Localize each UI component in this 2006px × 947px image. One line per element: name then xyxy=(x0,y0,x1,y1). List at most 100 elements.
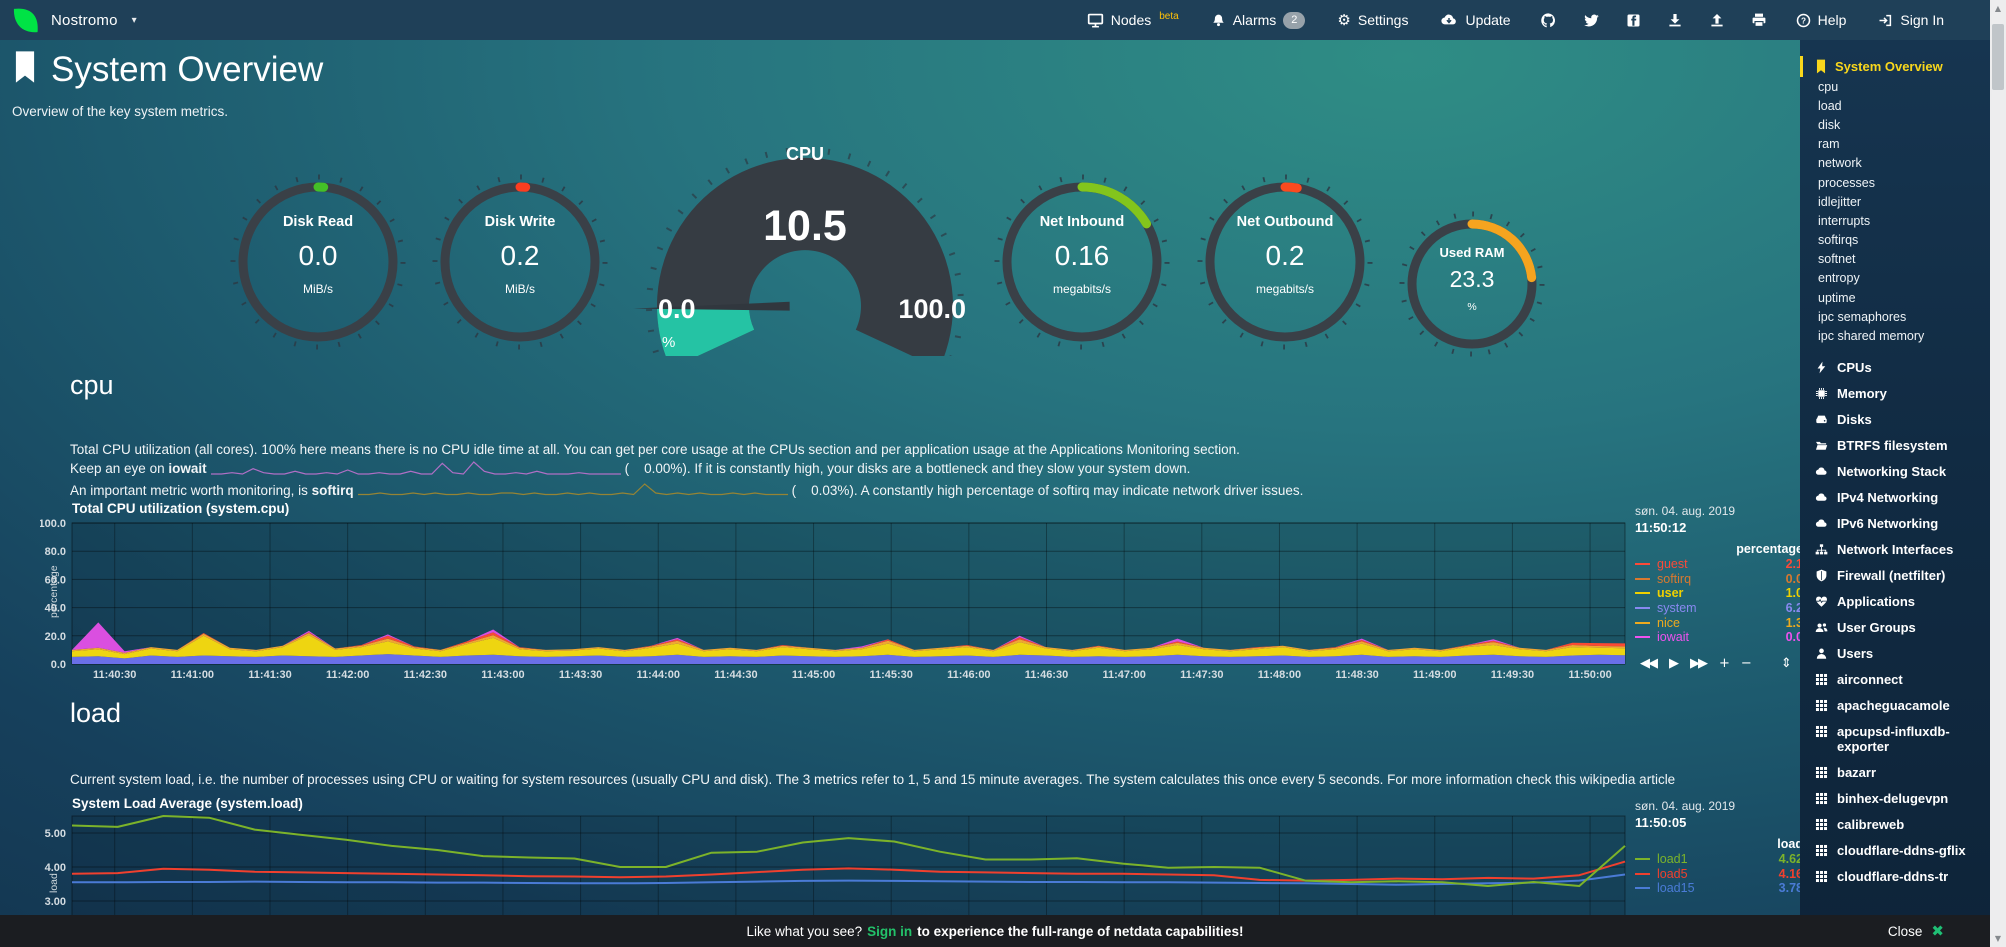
svg-text:11:44:00: 11:44:00 xyxy=(637,669,680,681)
sidebar-item-users[interactable]: Users xyxy=(1800,641,1990,667)
legend-item-softirq[interactable]: softirq 0.0 xyxy=(1635,572,1803,587)
update-button[interactable]: Update xyxy=(1424,12,1526,28)
twitter-icon[interactable] xyxy=(1570,12,1613,29)
grid-icon xyxy=(1815,699,1828,712)
chevron-down-icon[interactable]: ▾ xyxy=(131,14,137,26)
sidebar-item-cloudflare-ddns-gflix[interactable]: cloudflare-ddns-gflix xyxy=(1800,838,1990,864)
sidebar-item-cloudflare-ddns-tr[interactable]: cloudflare-ddns-tr xyxy=(1800,864,1990,890)
gauge-disk-read[interactable]: Disk Read 0.0 MiB/s xyxy=(228,172,408,352)
legend-item-load15[interactable]: load15 3.78 xyxy=(1635,881,1803,896)
sidebar-item-airconnect[interactable]: airconnect xyxy=(1800,667,1990,693)
gauge-net-inbound[interactable]: Net Inbound 0.16 megabits/s xyxy=(992,172,1172,352)
sidebar-item-entropy[interactable]: entropy xyxy=(1818,271,1860,286)
svg-text:20.0: 20.0 xyxy=(45,631,66,643)
help-button[interactable]: Help xyxy=(1780,12,1863,28)
folder-icon xyxy=(1815,439,1828,452)
sidebar-item-calibreweb[interactable]: calibreweb xyxy=(1800,812,1990,838)
facebook-icon[interactable] xyxy=(1613,13,1654,28)
nodes-button[interactable]: Nodes beta xyxy=(1071,11,1195,29)
sidebar-item-btrfs-filesystem[interactable]: BTRFS filesystem xyxy=(1800,433,1990,459)
sidebar-item-network[interactable]: network xyxy=(1818,156,1862,171)
legend-item-user[interactable]: user 1.0 xyxy=(1635,586,1803,601)
legend-item-iowait[interactable]: iowait 0.0 xyxy=(1635,630,1803,645)
sidebar-item-cpus[interactable]: CPUs xyxy=(1800,355,1990,381)
sidebar-item-label: bazarr xyxy=(1837,765,1877,781)
sidebar-item-bazarr[interactable]: bazarr xyxy=(1800,760,1990,786)
gauge-used-ram[interactable]: Used RAM 23.3 % xyxy=(1397,209,1547,359)
sidebar-item-apcupsd-influxdb-exporter[interactable]: apcupsd-influxdb-exporter xyxy=(1800,719,1990,760)
alarms-count-badge: 2 xyxy=(1283,11,1306,29)
svg-text:11:47:30: 11:47:30 xyxy=(1180,669,1223,681)
legend-item-load1[interactable]: load1 4.62 xyxy=(1635,852,1803,867)
gauge-unit: MiB/s xyxy=(303,282,333,296)
netdata-logo-icon[interactable] xyxy=(12,7,39,34)
play-button[interactable]: ▶ xyxy=(1669,656,1679,671)
gauge-disk-write[interactable]: Disk Write 0.2 MiB/s xyxy=(430,172,610,352)
import-icon[interactable] xyxy=(1654,12,1696,28)
sidebar-item-applications[interactable]: Applications xyxy=(1800,589,1990,615)
sidebar-item-ipv6-networking[interactable]: IPv6 Networking xyxy=(1800,511,1990,537)
vertical-scrollbar[interactable]: ▲ ▼ xyxy=(1990,0,2006,947)
sidebar-item-ipc-shared-memory[interactable]: ipc shared memory xyxy=(1818,329,1925,344)
legend-item-load5[interactable]: load5 4.16 xyxy=(1635,867,1803,882)
sidebar-item-uptime[interactable]: uptime xyxy=(1818,290,1856,305)
signin-link[interactable]: Sign in xyxy=(867,923,913,939)
load-description: Current system load, i.e. the number of … xyxy=(70,772,1676,787)
legend-swatch xyxy=(1635,592,1650,595)
sidebar-item-system-overview[interactable]: System Overview xyxy=(1800,56,1990,77)
sidebar-item-disks[interactable]: Disks xyxy=(1800,407,1990,433)
svg-text:11:43:00: 11:43:00 xyxy=(481,669,524,681)
zoom-out-button[interactable]: − xyxy=(1740,656,1752,671)
export-icon[interactable] xyxy=(1696,12,1738,28)
sidebar-item-disk[interactable]: disk xyxy=(1818,117,1841,132)
sidebar-item-softnet[interactable]: softnet xyxy=(1818,252,1856,267)
svg-text:40.0: 40.0 xyxy=(45,603,66,615)
sidebar-item-user-groups[interactable]: User Groups xyxy=(1800,615,1990,641)
settings-label: Settings xyxy=(1357,12,1409,28)
gauge-cpu[interactable]: CPU 10.5 0.0 100.0 % xyxy=(630,138,980,356)
gauge-net-outbound[interactable]: Net Outbound 0.2 megabits/s xyxy=(1195,172,1375,352)
sidebar-item-load[interactable]: load xyxy=(1818,98,1842,113)
sidebar-item-softirqs[interactable]: softirqs xyxy=(1818,233,1859,248)
scrollbar-thumb[interactable] xyxy=(1992,24,2004,90)
sidebar-item-firewall-netfilter-[interactable]: Firewall (netfilter) xyxy=(1800,563,1990,589)
sidebar-item-apacheguacamole[interactable]: apacheguacamole xyxy=(1800,693,1990,719)
signin-button[interactable]: Sign In xyxy=(1862,12,1960,28)
sidebar-item-label: cloudflare-ddns-gflix xyxy=(1837,843,1966,859)
sidebar-item-interrupts[interactable]: interrupts xyxy=(1818,213,1871,228)
sidebar-item-ipv4-networking[interactable]: IPv4 Networking xyxy=(1800,485,1990,511)
github-icon[interactable] xyxy=(1527,12,1570,29)
settings-button[interactable]: ⚙ Settings xyxy=(1321,12,1424,28)
sidebar-item-networking-stack[interactable]: Networking Stack xyxy=(1800,459,1990,485)
svg-text:60.0: 60.0 xyxy=(45,574,66,586)
legend-item-system[interactable]: system 6.2 xyxy=(1635,601,1803,616)
scroll-up-arrow[interactable]: ▲ xyxy=(1994,4,2002,13)
sidebar-item-ram[interactable]: ram xyxy=(1818,137,1840,152)
resize-handle[interactable]: ⇕ xyxy=(1780,656,1792,671)
legend-name: load5 xyxy=(1657,866,1688,881)
sidebar-item-cpu[interactable]: cpu xyxy=(1818,79,1839,94)
chart-plot-area[interactable]: 11:40:30 11:41:00 11:41:30 11:42:00 11:42:30… xyxy=(40,506,1640,684)
legend-item-nice[interactable]: nice 1.3 xyxy=(1635,615,1803,630)
text: Keep an eye on xyxy=(70,461,169,476)
sidebar-item-processes[interactable]: processes xyxy=(1818,175,1875,190)
gauge-label: Net Inbound xyxy=(1039,214,1125,230)
hostname-dropdown[interactable]: Nostromo xyxy=(51,11,118,29)
close-icon[interactable]: ✖ xyxy=(1931,922,1944,940)
sidebar-item-ipc-semaphores[interactable]: ipc semaphores xyxy=(1818,309,1907,324)
pan-forward-button[interactable]: ▶▶ xyxy=(1690,656,1708,671)
sidebar-item-label: binhex-delugevpn xyxy=(1837,791,1949,807)
banner-text: Like what you see? xyxy=(746,923,863,939)
sidebar-item-network-interfaces[interactable]: Network Interfaces xyxy=(1800,537,1990,563)
scroll-down-arrow[interactable]: ▼ xyxy=(1994,934,2002,943)
sidebar-item-memory[interactable]: Memory xyxy=(1800,381,1990,407)
legend-item-guest[interactable]: guest 2.1 xyxy=(1635,557,1803,572)
zoom-in-button[interactable]: + xyxy=(1719,656,1730,671)
pan-backward-button[interactable]: ◀◀ xyxy=(1640,656,1658,671)
alarms-button[interactable]: Alarms 2 xyxy=(1195,11,1322,29)
print-icon[interactable] xyxy=(1738,12,1780,28)
sidebar-item-binhex-delugevpn[interactable]: binhex-delugevpn xyxy=(1800,786,1990,812)
sidebar-item-idlejitter[interactable]: idlejitter xyxy=(1818,194,1862,209)
legend-swatch xyxy=(1635,563,1650,566)
